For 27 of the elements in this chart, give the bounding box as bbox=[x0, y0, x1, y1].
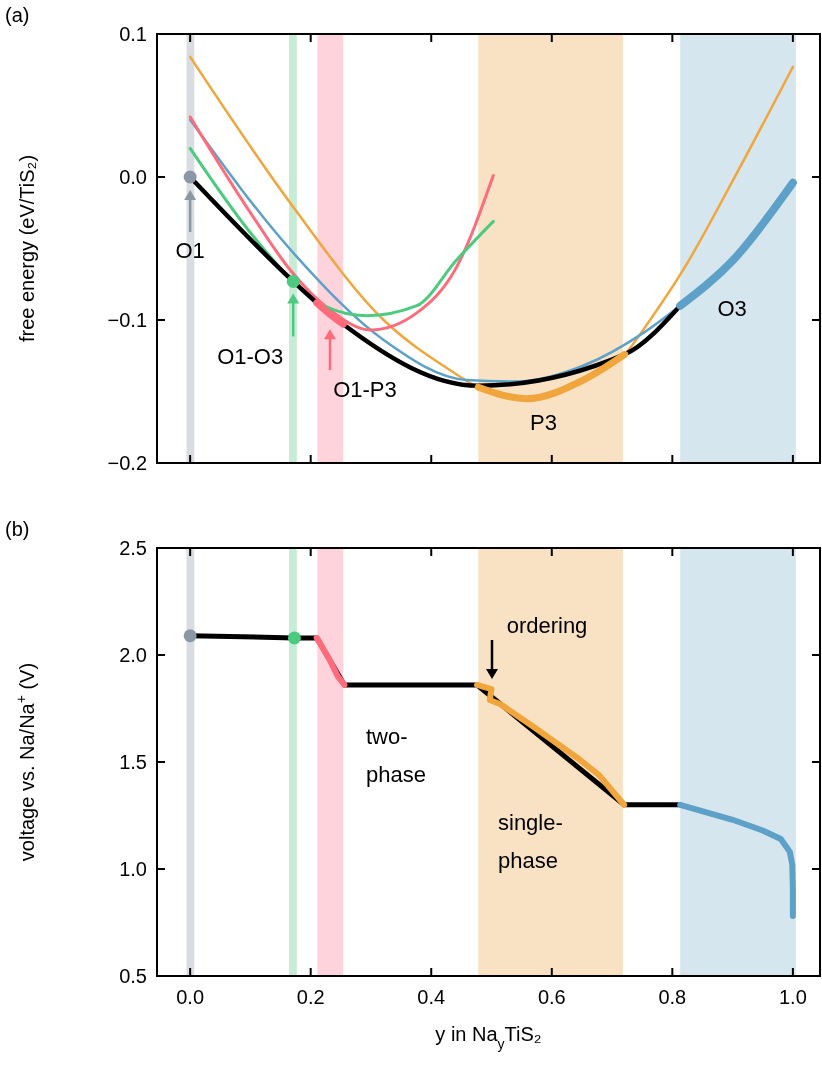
x-tick-label: 0.8 bbox=[658, 986, 687, 1008]
y-tick-label: 1.5 bbox=[119, 751, 147, 773]
y-axis-title: free energy (eV/TiS₂) bbox=[16, 154, 38, 343]
annotation: O3 bbox=[717, 295, 747, 321]
y-tick-label: 0.1 bbox=[119, 23, 147, 45]
y-tick-label: −0.2 bbox=[107, 452, 147, 474]
x-tick-label: 0.4 bbox=[417, 986, 446, 1008]
x-tick-label: 0.0 bbox=[176, 986, 205, 1008]
y-tick-label: 0.0 bbox=[119, 166, 147, 188]
x-tick-label: 0.6 bbox=[537, 986, 566, 1008]
annotation: two- phase bbox=[366, 723, 426, 787]
annotation: O1-P3 bbox=[333, 376, 397, 402]
annotation: O1 bbox=[175, 237, 205, 263]
x-axis-title: y in Na$_{y}$TiS₂ bbox=[435, 1023, 542, 1052]
y-tick-label: 1.0 bbox=[119, 858, 147, 880]
annotation: ordering bbox=[506, 612, 588, 638]
chart-title: (a) bbox=[5, 4, 30, 26]
x-tick-label: 0.2 bbox=[296, 986, 325, 1008]
y-tick-label: −0.1 bbox=[107, 309, 147, 331]
y-tick-label: 2.5 bbox=[119, 537, 147, 559]
y-tick-label: 2.0 bbox=[119, 644, 147, 666]
annotation: P3 bbox=[530, 409, 557, 435]
y-tick-label: 0.5 bbox=[119, 965, 147, 987]
annotation: single- phase bbox=[498, 809, 563, 873]
x-tick-label: 1.0 bbox=[778, 986, 807, 1008]
annotation: O1-O3 bbox=[217, 343, 284, 369]
chart-title: (b) bbox=[5, 518, 30, 540]
